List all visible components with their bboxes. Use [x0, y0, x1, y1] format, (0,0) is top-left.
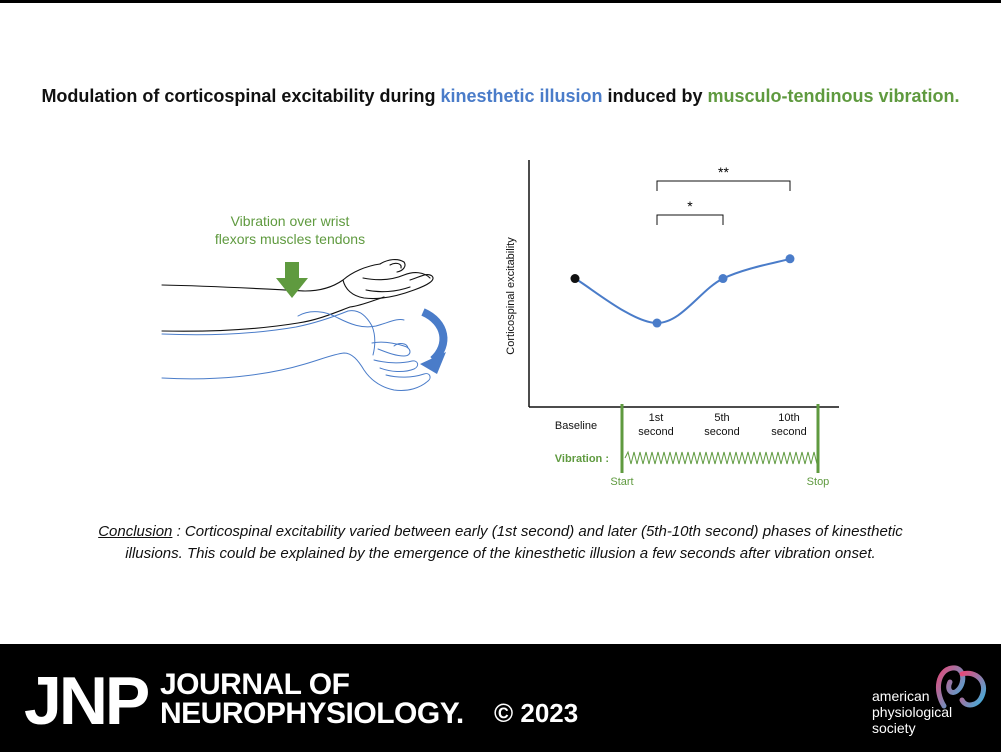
data-point-3 — [785, 254, 795, 264]
data-point-2 — [718, 274, 728, 284]
figure-canvas: Corticospinal excitability *** Baseline1… — [161, 160, 839, 488]
y-axis-label: Corticospinal excitability — [505, 237, 517, 355]
vibration-site-label-line2: flexors muscles tendons — [214, 231, 366, 247]
title-highlight-illusion: kinesthetic illusion — [440, 86, 603, 106]
conclusion-text: Conclusion : Corticospinal excitability … — [30, 521, 971, 565]
title-highlight-vibration: musculo-tendinous vibration. — [707, 86, 960, 106]
arm-outline-blue — [161, 310, 431, 391]
top-rule — [0, 0, 1001, 3]
vibration-start-label: Start — [610, 476, 633, 488]
society-line3: society — [872, 720, 916, 736]
vibration-arrow-icon — [276, 262, 308, 298]
x-tick-label-2: 5th second — [704, 412, 739, 438]
vibration-stop-label: Stop — [807, 476, 830, 488]
jnp-logo: JNP — [24, 663, 150, 739]
x-tick-label-0: Baseline — [555, 420, 597, 432]
society-line1: american — [872, 688, 930, 704]
significance-label-0: * — [687, 198, 693, 214]
aps-logo-icon — [935, 665, 986, 709]
figure-title: Modulation of corticospinal excitability… — [0, 86, 1001, 107]
excitability-chart: Corticospinal excitability *** Baseline1… — [505, 160, 839, 488]
journal-name: JOURNAL OF NEUROPHYSIOLOGY. — [160, 668, 464, 730]
copyright-text: © 2023 — [494, 698, 579, 728]
data-point-0 — [570, 274, 580, 284]
conclusion-line1: : Corticospinal excitability varied betw… — [172, 523, 903, 540]
journal-name-line2: NEUROPHYSIOLOGY. — [160, 697, 464, 730]
society-line2: physiological — [872, 704, 953, 720]
title-text: Modulation of corticospinal excitability… — [41, 86, 441, 106]
vibration-site-label: Vibration over wrist flexors muscles ten… — [190, 212, 390, 248]
conclusion-lead: Conclusion — [98, 523, 173, 540]
significance-bracket-1 — [656, 180, 791, 191]
x-tick-label-3: 10th second — [771, 412, 806, 438]
x-tick-label-1: 1st second — [638, 412, 673, 438]
vibration-site-label-line1: Vibration over wrist — [230, 213, 350, 229]
vibration-label: Vibration : — [555, 453, 609, 465]
title-text-2: induced by — [602, 86, 708, 106]
series-line — [574, 257, 791, 325]
journal-footer: JNP JOURNAL OF NEUROPHYSIOLOGY. © 2023 a… — [0, 644, 1001, 752]
conclusion-line2: illusions. This could be explained by th… — [125, 545, 876, 562]
significance-bracket-0 — [656, 214, 724, 225]
journal-name-line1: JOURNAL OF — [160, 668, 350, 701]
hand-illustration — [161, 259, 448, 391]
significance-label-1: ** — [718, 164, 729, 180]
arm-outline-black — [161, 259, 434, 332]
flexion-arrow-icon — [420, 308, 448, 374]
data-point-1 — [652, 318, 662, 328]
vibration-wave — [624, 450, 818, 465]
society-name: american physiological society — [872, 688, 952, 736]
